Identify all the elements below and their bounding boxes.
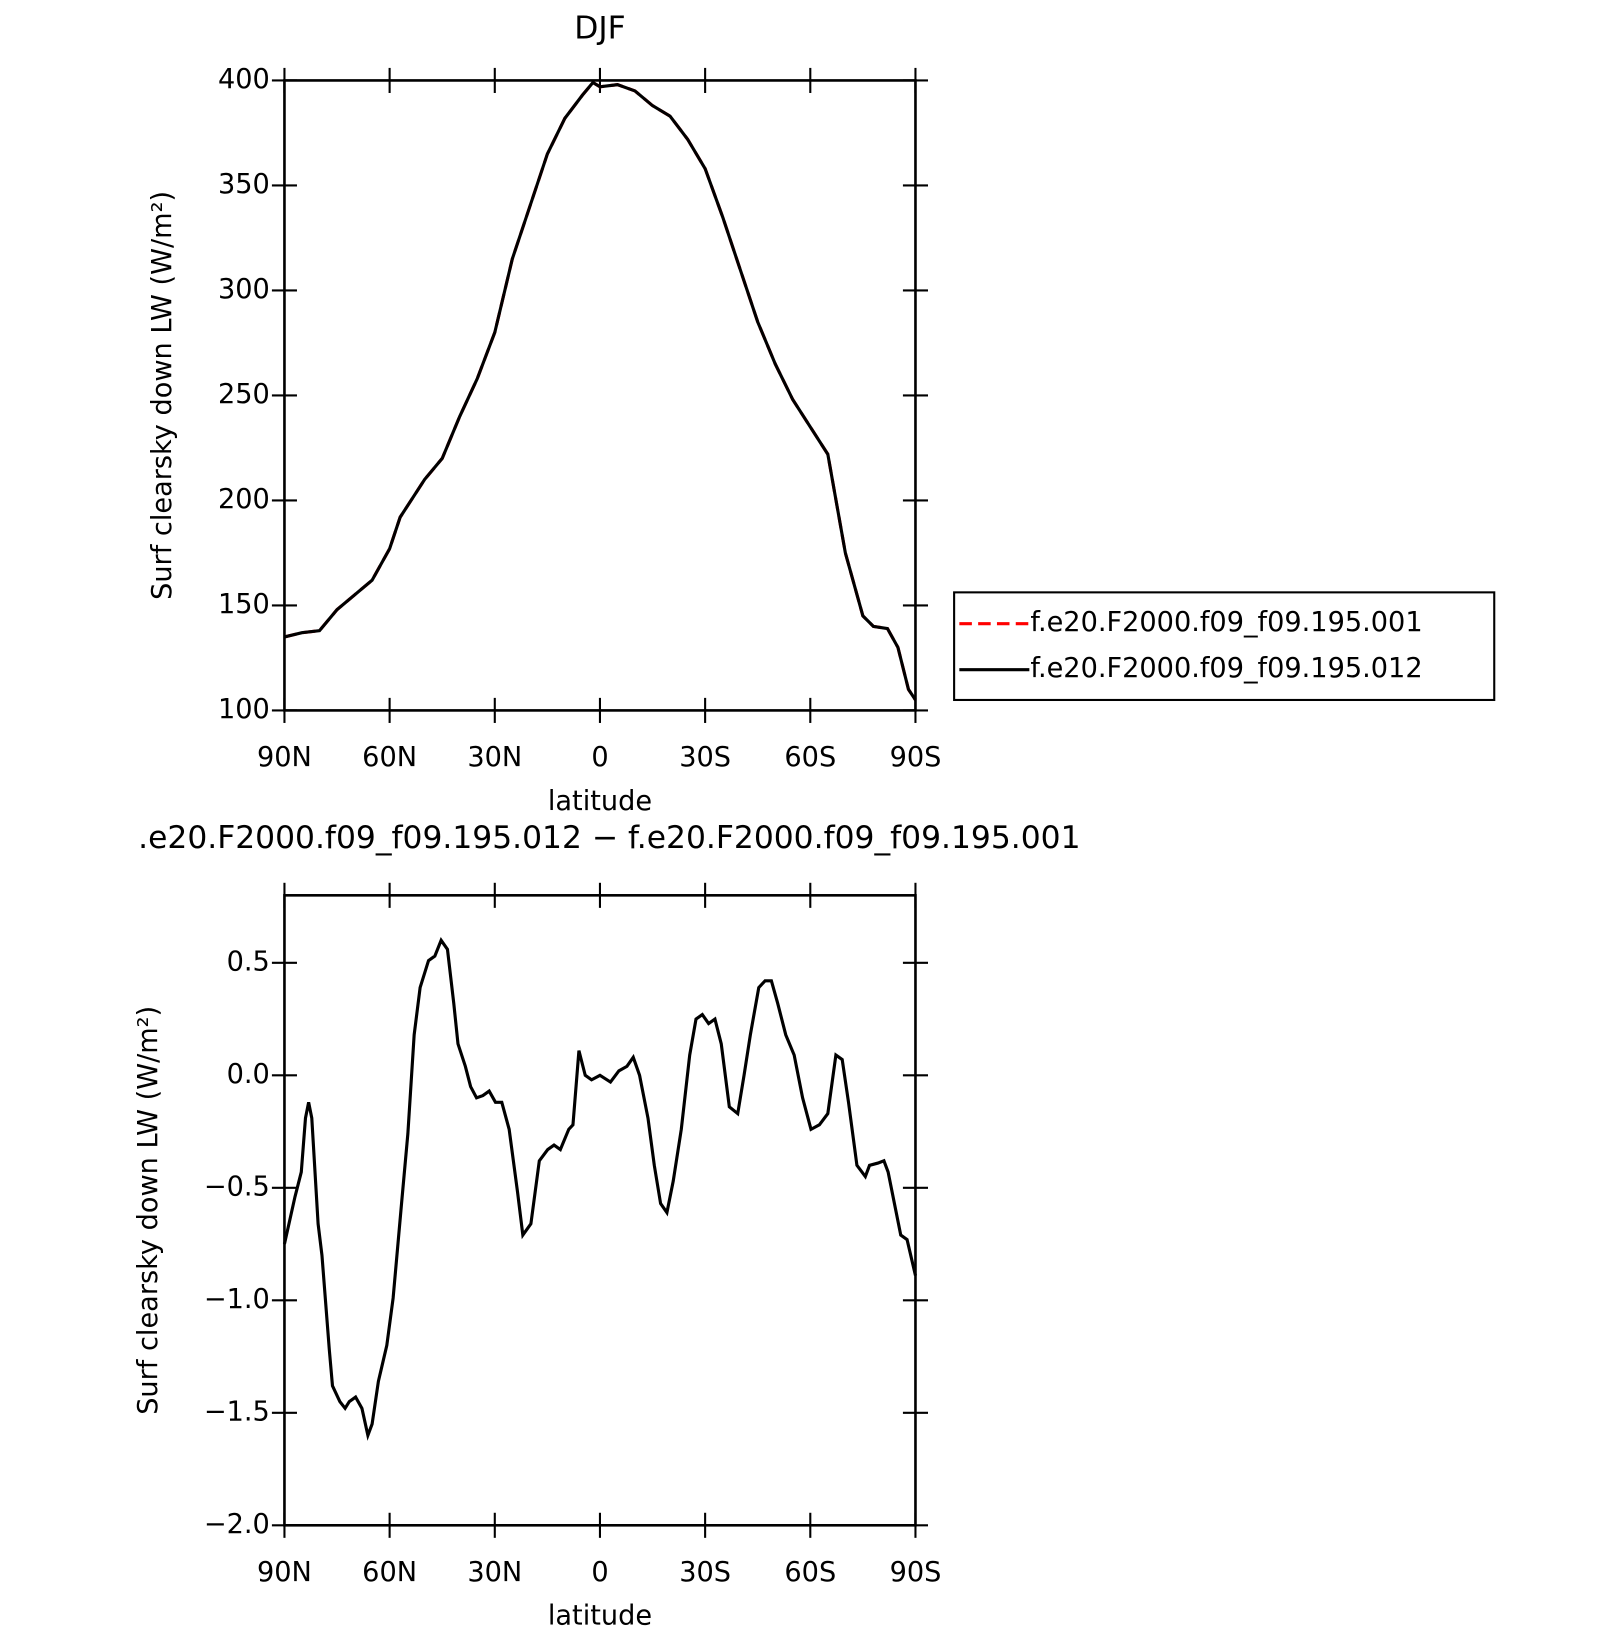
x-tick-label: 0	[591, 742, 608, 773]
legend-label: f.e20.F2000.f09_f09.195.012	[1030, 653, 1422, 684]
x-tick-label: 90N	[257, 1557, 312, 1588]
y-tick-label: −2.0	[204, 1509, 270, 1540]
x-tick-label: 60S	[784, 742, 836, 773]
plot-frame	[283, 894, 917, 1527]
x-tick-label: 30S	[679, 1557, 731, 1588]
y-tick-label: −1.5	[204, 1396, 270, 1427]
y-axis-label: Surf clearsky down LW (W/m²)	[133, 1006, 164, 1415]
x-tick-label: 90S	[890, 1557, 942, 1588]
y-tick-label: 200	[218, 484, 270, 515]
y-tick-label: 100	[218, 694, 270, 725]
chart-title: DJF	[574, 10, 625, 46]
x-tick-label: 30N	[467, 742, 522, 773]
y-tick-label: 350	[218, 169, 270, 200]
x-tick-label: 0	[591, 1557, 608, 1588]
data-line	[282, 937, 917, 1441]
y-tick-label: 150	[218, 589, 270, 620]
x-tick-label: 90S	[890, 742, 942, 773]
y-tick-label: 0.5	[227, 946, 270, 977]
y-tick-label: 250	[218, 379, 270, 410]
x-tick-label: 90N	[257, 742, 312, 773]
y-tick-label: 0.0	[227, 1059, 270, 1090]
legend-box	[953, 591, 1496, 702]
data-line	[284, 80, 917, 701]
plot-frame	[283, 79, 917, 712]
y-axis-label: Surf clearsky down LW (W/m²)	[147, 191, 178, 600]
x-tick-label: 60S	[784, 1557, 836, 1588]
x-axis-label: latitude	[548, 786, 652, 817]
y-tick-label: 300	[218, 274, 270, 305]
y-tick-label: −0.5	[204, 1171, 270, 1202]
y-tick-label: 400	[218, 64, 270, 95]
x-tick-label: 60N	[362, 742, 417, 773]
x-tick-label: 30S	[679, 742, 731, 773]
x-axis-label: latitude	[548, 1601, 652, 1632]
chart-title: .e20.F2000.f09_f09.195.012 − f.e20.F2000…	[138, 820, 1080, 856]
x-tick-label: 30N	[467, 1557, 522, 1588]
legend-label: f.e20.F2000.f09_f09.195.001	[1030, 607, 1422, 638]
data-line	[284, 80, 917, 701]
x-tick-label: 60N	[362, 1557, 417, 1588]
y-tick-label: −1.0	[204, 1284, 270, 1315]
